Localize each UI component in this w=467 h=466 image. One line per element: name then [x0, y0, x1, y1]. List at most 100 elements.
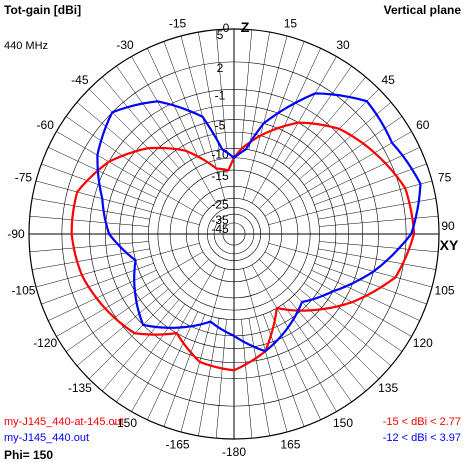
angle-tick-label: 150 [333, 416, 353, 430]
angle-tick-label: 45 [381, 73, 395, 87]
grid-spoke [131, 56, 217, 204]
radial-tick-label: -1 [215, 88, 226, 102]
angle-tick-labels: 1530456075105120135150165-180-165-150-13… [7, 16, 459, 459]
angle-tick-label: -30 [116, 38, 134, 52]
grid-spoke [288, 299, 366, 392]
grid-spoke [180, 268, 226, 433]
plane-label: Vertical plane [383, 3, 461, 17]
grid-spoke [131, 264, 217, 412]
grid-spoke [32, 198, 150, 220]
radial-tick-label: 5 [217, 28, 224, 42]
grid-spoke [56, 251, 204, 337]
grid-spoke [116, 65, 186, 165]
angle-tick-label: -15 [169, 16, 187, 30]
grid-spoke [163, 314, 205, 427]
grid-spoke [314, 263, 427, 305]
grid-spoke [215, 319, 227, 439]
grid-spoke [35, 242, 200, 288]
grid-spoke [35, 180, 200, 226]
grid-spoke [248, 318, 270, 436]
grid-spoke [251, 56, 337, 204]
angle-tick-label: 165 [280, 438, 300, 452]
grid-spoke [319, 241, 439, 253]
grid-spoke [48, 269, 157, 321]
grid-spoke [102, 299, 180, 392]
grid-spoke [319, 215, 439, 227]
grid-spoke [147, 311, 199, 420]
angle-tick-label: 105 [435, 283, 455, 297]
radial-tick-label: 2 [217, 61, 224, 75]
pattern-curves [70, 92, 422, 372]
legend-red-name: my-J145_440-at-145.out [4, 416, 124, 428]
grid-spoke [41, 163, 154, 205]
angle-tick-label: -45 [71, 73, 89, 87]
grid-spoke [268, 242, 433, 288]
grid-spoke [263, 41, 305, 154]
angle-tick-label: -180 [222, 445, 246, 459]
grid-spoke [299, 288, 392, 366]
pattern-curve [96, 92, 422, 353]
grid-spoke [102, 76, 180, 169]
grid-spoke [259, 88, 380, 209]
angle-tick-label: 90 [441, 219, 455, 233]
grid-spoke [241, 319, 253, 439]
grid-spoke [318, 198, 436, 220]
grid-spoke [32, 248, 150, 270]
grid-spoke [251, 264, 337, 412]
grid-spoke [76, 102, 169, 180]
grid-spoke [282, 303, 352, 403]
grid-spoke [76, 288, 169, 366]
angle-tick-label: -135 [68, 381, 92, 395]
grid-spoke [241, 29, 253, 149]
grid-spoke [48, 147, 157, 199]
grid-spoke [163, 41, 205, 154]
grid-spoke [282, 65, 352, 165]
radial-tick-label: -45 [211, 222, 229, 236]
angle-tick-label: 30 [336, 38, 350, 52]
legend-blue-name: my-J145_440.out [4, 432, 89, 444]
grid-spoke [88, 259, 209, 380]
polar-grid [28, 28, 440, 440]
grid-spoke [288, 76, 366, 169]
grid-spoke [29, 215, 149, 227]
phi-label: Phi= 150 [4, 448, 54, 462]
grid-spoke [264, 131, 412, 217]
angle-tick-label: 60 [416, 118, 430, 132]
angle-tick-label: 0 [223, 21, 230, 35]
angle-tick-label: 135 [378, 381, 398, 395]
grid-spoke [198, 318, 220, 436]
grid-spoke [314, 163, 427, 205]
radial-tick-label: -35 [211, 213, 229, 227]
grid-spoke [303, 116, 403, 186]
grid-spoke [65, 116, 165, 186]
angle-tick-label: -75 [15, 171, 33, 185]
grid-spoke [56, 131, 204, 217]
grid-spoke [29, 241, 149, 253]
grid-spoke [269, 311, 321, 420]
grid-spoke [215, 29, 227, 149]
radial-tick-labels: 5 2 -1 -5 -10 -15 -25 -35-45 [211, 28, 229, 236]
grid-spoke [311, 147, 420, 199]
angle-tick-label: 75 [438, 171, 452, 185]
grid-spoke [264, 251, 412, 337]
angle-tick-label: -105 [11, 283, 35, 297]
radial-tick-label: -15 [211, 169, 229, 183]
angle-tick-label: 15 [284, 16, 298, 30]
grid-spoke [116, 303, 186, 403]
grid-spoke [303, 282, 403, 352]
grid-spoke [248, 32, 270, 150]
grid-spoke [198, 32, 220, 150]
angle-tick-label: -60 [37, 118, 55, 132]
radial-tick-label: -10 [211, 147, 229, 161]
frequency-label: 440 MHz [4, 40, 49, 52]
grid-spoke [263, 314, 305, 427]
radial-tick-label: -25 [211, 197, 229, 211]
angle-tick-label: -150 [113, 416, 137, 430]
legend-red-range: -15 < dBi < 2.77 [382, 416, 461, 428]
chart-title: Tot-gain [dBi] [4, 3, 82, 17]
grid-spoke [259, 259, 380, 380]
angle-tick-label: -90 [7, 227, 25, 241]
angle-tick-label: 120 [413, 336, 433, 350]
